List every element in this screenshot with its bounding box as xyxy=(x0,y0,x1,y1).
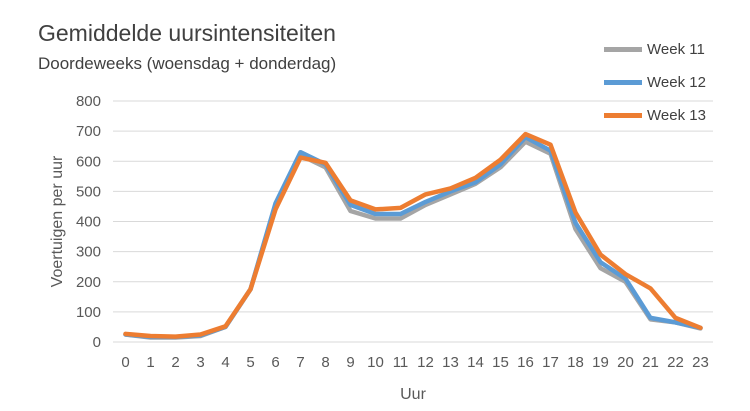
x-tick-label: 10 xyxy=(367,354,384,371)
legend-label: Week 13 xyxy=(647,107,706,124)
x-tick-label: 15 xyxy=(492,354,509,371)
x-tick-label: 9 xyxy=(346,354,354,371)
y-tick-label: 300 xyxy=(76,244,101,261)
y-axis-title: Voertuigen per uur xyxy=(49,155,66,287)
x-tick-label: 17 xyxy=(542,354,559,371)
series-lines xyxy=(123,131,703,340)
x-tick-label: 4 xyxy=(221,354,229,371)
y-axis-ticks: 0 100 200 300 400 500 600 700 800 xyxy=(76,93,101,351)
x-tick-label: 23 xyxy=(692,354,709,371)
x-tick-label: 13 xyxy=(442,354,459,371)
y-tick-label: 400 xyxy=(76,214,101,231)
legend-label: Week 12 xyxy=(647,74,706,91)
x-tick-label: 21 xyxy=(642,354,659,371)
x-tick-label: 6 xyxy=(271,354,279,371)
legend: Week 11 Week 12 Week 13 xyxy=(604,33,706,132)
y-tick-label: 800 xyxy=(76,93,101,110)
x-axis-title: Uur xyxy=(400,386,426,403)
x-tick-label: 12 xyxy=(417,354,434,371)
x-tick-label: 11 xyxy=(393,354,409,371)
x-tick-label: 3 xyxy=(196,354,204,371)
x-tick-label: 22 xyxy=(667,354,684,371)
x-tick-label: 18 xyxy=(567,354,584,371)
x-tick-label: 7 xyxy=(296,354,304,371)
y-tick-label: 500 xyxy=(76,183,101,200)
chart-title: Gemiddelde uursintensiteiten xyxy=(38,20,336,46)
legend-swatch xyxy=(604,80,642,85)
legend-label: Week 11 xyxy=(647,41,705,58)
x-tick-label: 2 xyxy=(171,354,179,371)
x-tick-label: 19 xyxy=(592,354,609,371)
legend-swatch xyxy=(604,113,642,118)
x-tick-label: 14 xyxy=(467,354,484,371)
y-tick-label: 700 xyxy=(76,123,101,140)
chart-subtitle: Doordeweeks (woensdag + donderdag) xyxy=(38,54,337,73)
y-tick-label: 0 xyxy=(93,334,101,351)
x-axis-ticks: 0 1 2 3 4 5 6 7 8 9 10 11 12 13 14 15 16 17 18 19 20 21 22 23 xyxy=(121,354,709,371)
x-tick-label: 0 xyxy=(121,354,129,371)
y-tick-label: 100 xyxy=(76,304,101,321)
legend-swatch xyxy=(604,47,642,52)
x-tick-label: 8 xyxy=(321,354,329,371)
y-tick-label: 200 xyxy=(76,274,101,291)
legend-item-week-13: Week 13 xyxy=(604,99,706,132)
x-tick-label: 1 xyxy=(146,354,154,371)
series-line-week-12 xyxy=(123,134,703,340)
series-line-week-11 xyxy=(123,139,703,340)
y-tick-label: 600 xyxy=(76,153,101,170)
x-tick-label: 20 xyxy=(617,354,634,371)
series-line-week-13 xyxy=(123,131,703,339)
x-tick-label: 16 xyxy=(517,354,534,371)
gridlines xyxy=(113,100,713,343)
x-tick-label: 5 xyxy=(246,354,254,371)
legend-item-week-12: Week 12 xyxy=(604,66,706,99)
legend-item-week-11: Week 11 xyxy=(604,33,706,66)
